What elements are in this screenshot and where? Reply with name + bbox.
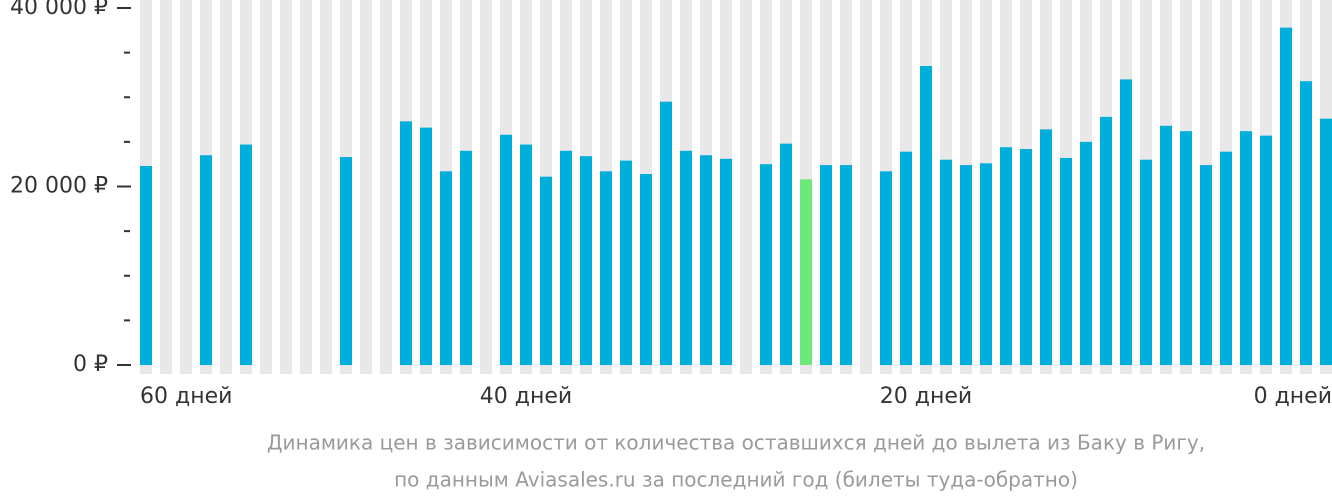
bar: [1040, 129, 1052, 365]
y-tick-label: 0 ₽: [73, 352, 108, 377]
bar: [1220, 151, 1232, 365]
bar: [560, 150, 572, 365]
bar: [520, 144, 532, 365]
bar: [840, 165, 852, 365]
bar: [760, 164, 772, 365]
stripe: [360, 0, 372, 374]
bar: [1320, 118, 1332, 365]
bar: [1160, 125, 1172, 365]
bar: [980, 163, 992, 365]
x-tick-label: 60 дней: [140, 384, 232, 409]
bar: [1020, 149, 1032, 365]
stripe: [260, 0, 272, 374]
bar: [1260, 135, 1272, 365]
bar: [900, 151, 912, 365]
bar: [1300, 81, 1312, 365]
bar: [240, 144, 252, 365]
bar: [600, 171, 612, 365]
y-tick-label: 40 000 ₽: [10, 0, 108, 20]
bar: [1200, 165, 1212, 365]
bar: [1100, 116, 1112, 365]
bar: [440, 171, 452, 365]
caption-line: по данным Aviasales.ru за последний год …: [394, 468, 1078, 492]
bar: [960, 165, 972, 365]
bar: [1000, 147, 1012, 365]
stripe: [220, 0, 232, 374]
bar: [680, 150, 692, 365]
stripe: [380, 0, 392, 374]
stripe: [300, 0, 312, 374]
bar: [660, 101, 672, 366]
x-tick-label: 40 дней: [480, 384, 572, 409]
bar: [640, 174, 652, 365]
bar: [420, 127, 432, 365]
stripe: [740, 0, 752, 374]
y-tick-label: 20 000 ₽: [10, 174, 108, 199]
x-tick-label: 0 дней: [1254, 384, 1332, 409]
bar: [800, 179, 812, 365]
bar: [500, 134, 512, 365]
bar: [140, 165, 152, 365]
bar: [820, 165, 832, 365]
bar: [920, 66, 932, 365]
stripe: [480, 0, 492, 374]
bar: [1120, 79, 1132, 366]
bar: [880, 171, 892, 365]
bar: [720, 158, 732, 365]
bar: [200, 155, 212, 365]
bar: [940, 159, 952, 365]
bar: [580, 156, 592, 365]
bar: [620, 160, 632, 365]
bar: [780, 143, 792, 365]
bar: [700, 155, 712, 365]
bar: [460, 150, 472, 365]
stripe: [860, 0, 872, 374]
bar: [340, 157, 352, 365]
stripe: [180, 0, 192, 374]
bar: [1060, 157, 1072, 365]
stripe: [320, 0, 332, 374]
x-tick-label: 20 дней: [880, 384, 972, 409]
stripe: [280, 0, 292, 374]
bar: [400, 121, 412, 365]
bar: [1280, 27, 1292, 365]
caption-line: Динамика цен в зависимости от количества…: [267, 431, 1205, 455]
bar: [1240, 131, 1252, 365]
stripe: [160, 0, 172, 374]
bar: [1140, 159, 1152, 365]
bar: [1180, 131, 1192, 365]
bar: [540, 176, 552, 365]
bar: [1080, 141, 1092, 365]
